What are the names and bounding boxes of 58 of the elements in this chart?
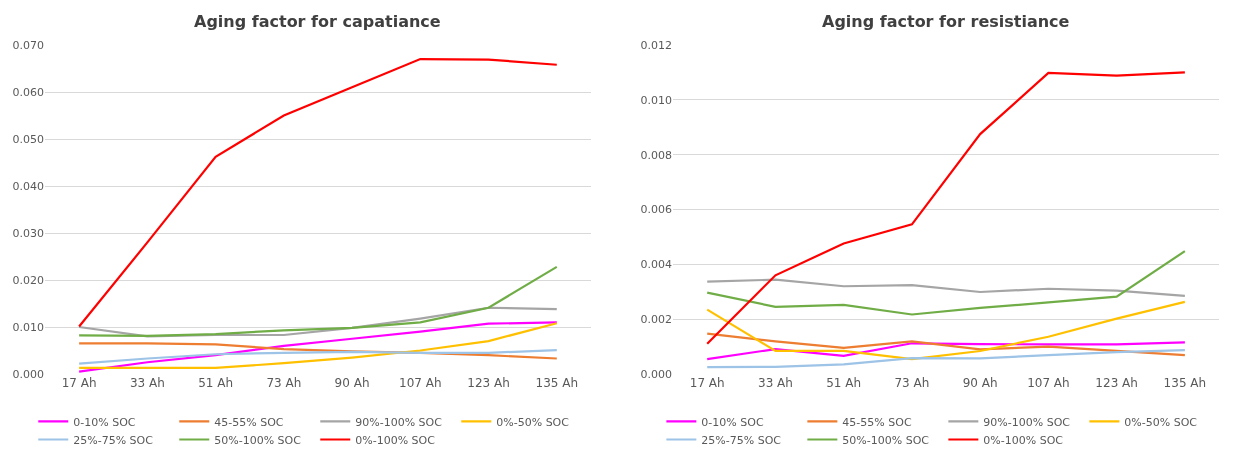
- x-tick-label: 51 Ah: [198, 376, 234, 390]
- x-tick-label: 123 Ah: [467, 376, 510, 390]
- line-series: [706, 250, 1186, 316]
- y-tick-label: 0.040: [12, 179, 44, 193]
- x-tick-label: 107 Ah: [399, 376, 442, 390]
- x-tick-label: 135 Ah: [1163, 376, 1207, 390]
- y-tick-label: 0.006: [640, 203, 673, 217]
- x-tick-label: 123 Ah: [1095, 376, 1138, 390]
- line-series: [78, 265, 558, 338]
- x-tick-label: 17 Ah: [61, 376, 97, 390]
- legend-label: 0%-100% SOC: [355, 433, 436, 447]
- y-tick-label: 0.010: [640, 93, 673, 107]
- y-tick-label: 0.060: [12, 85, 44, 99]
- line-series: [706, 332, 1186, 357]
- legend-label: 0%-50% SOC: [1124, 415, 1198, 429]
- line-series: [78, 58, 558, 328]
- legend-label: 0%-50% SOC: [496, 415, 570, 429]
- y-tick-label: 0.000: [12, 367, 44, 381]
- y-tick-label: 0.008: [640, 148, 673, 162]
- y-tick-label: 0.010: [12, 320, 44, 334]
- x-tick-label: 51 Ah: [826, 376, 862, 390]
- y-tick-label: 0.000: [640, 367, 673, 381]
- legend-label: 0-10% SOC: [73, 415, 136, 429]
- x-tick-label: 135 Ah: [535, 376, 579, 390]
- x-tick-label: 33 Ah: [129, 376, 165, 390]
- x-tick-label: 90 Ah: [962, 376, 998, 390]
- x-tick-label: 107 Ah: [1027, 376, 1070, 390]
- legend-label: 45-55% SOC: [842, 415, 912, 429]
- legend-label: 90%-100% SOC: [983, 415, 1071, 429]
- line-series: [78, 348, 558, 365]
- line-series: [706, 349, 1186, 369]
- y-tick-label: 0.002: [640, 313, 673, 327]
- legend-label: 45-55% SOC: [214, 415, 284, 429]
- legend-label: 25%-75% SOC: [701, 433, 782, 447]
- legend-label: 90%-100% SOC: [355, 415, 443, 429]
- x-tick-label: 17 Ah: [689, 376, 725, 390]
- legend-label: 25%-75% SOC: [73, 433, 154, 447]
- line-series: [706, 278, 1186, 297]
- legend-label: 50%-100% SOC: [842, 433, 930, 447]
- y-tick-label: 0.020: [12, 273, 44, 287]
- x-tick-label: 90 Ah: [334, 376, 370, 390]
- x-tick-label: 73 Ah: [266, 376, 302, 390]
- line-series: [78, 306, 558, 338]
- y-tick-label: 0.012: [640, 38, 673, 52]
- legend-label: 0%-100% SOC: [983, 433, 1064, 447]
- legend-label: 50%-100% SOC: [214, 433, 302, 447]
- chart-title: Aging factor for capatiance: [194, 12, 441, 31]
- chart-title: Aging factor for resistiance: [822, 12, 1070, 31]
- legend-label: 0-10% SOC: [701, 415, 764, 429]
- y-tick-label: 0.030: [12, 226, 44, 240]
- line-series: [706, 341, 1186, 361]
- line-series: [706, 300, 1186, 361]
- x-tick-label: 73 Ah: [894, 376, 930, 390]
- y-tick-label: 0.050: [12, 132, 44, 146]
- x-tick-label: 33 Ah: [758, 376, 793, 390]
- line-series: [706, 71, 1186, 345]
- y-tick-label: 0.004: [640, 258, 673, 272]
- y-tick-label: 0.070: [12, 38, 44, 52]
